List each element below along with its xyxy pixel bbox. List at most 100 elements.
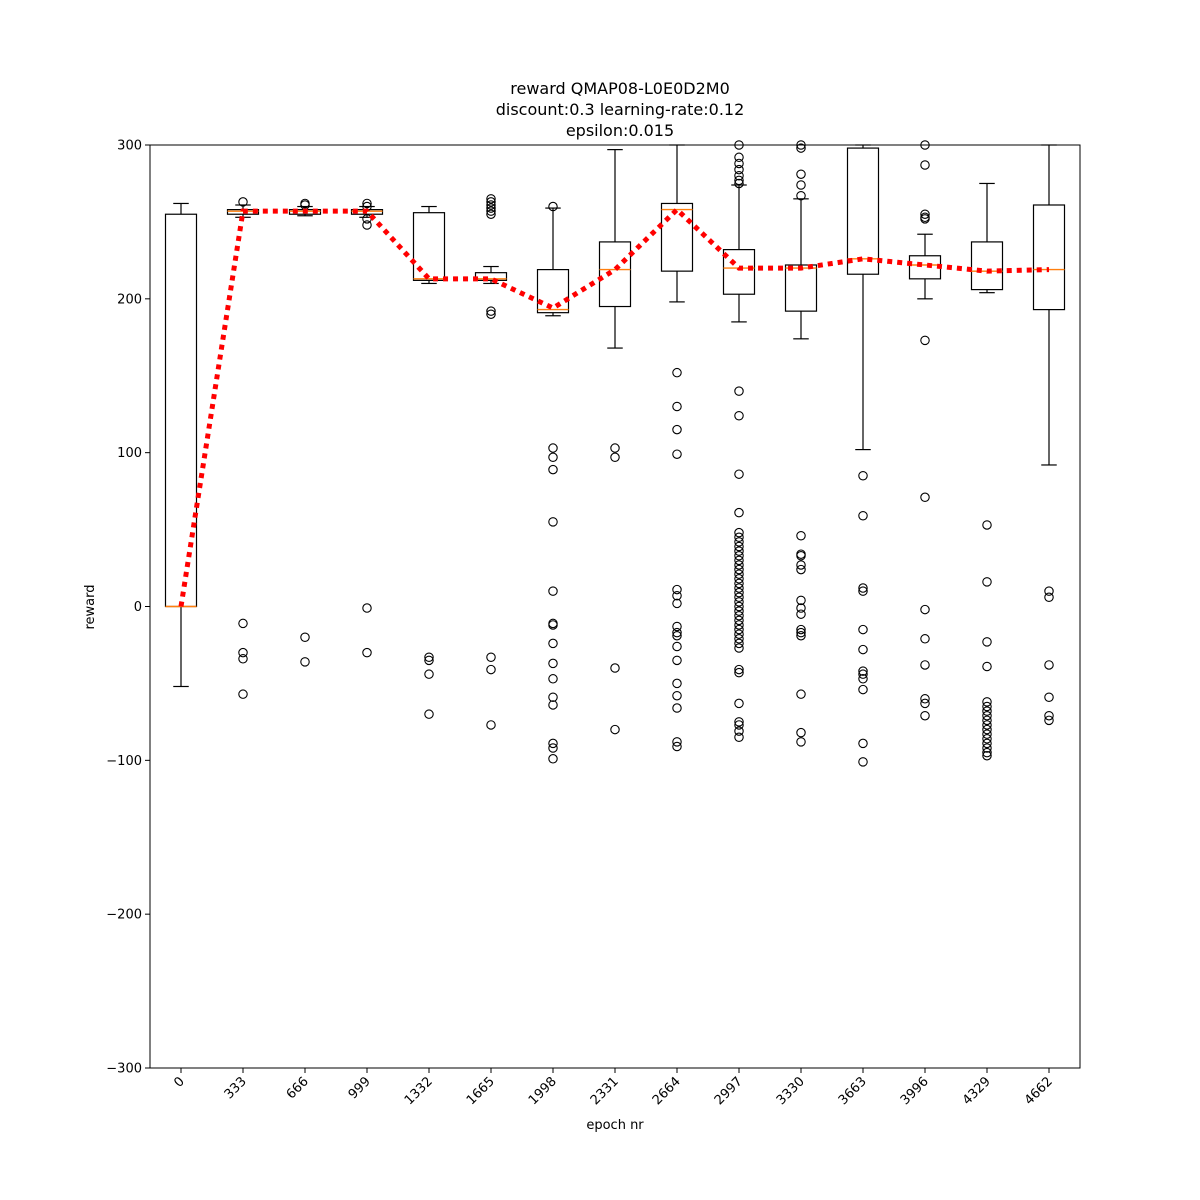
y-tick-label: 100 (117, 446, 142, 461)
y-tick-label: −300 (106, 1062, 142, 1077)
outlier-point (920, 604, 930, 615)
outlier-point (734, 629, 744, 639)
outlier-point (238, 197, 248, 207)
outlier-point (734, 541, 744, 552)
outlier-point (734, 537, 744, 547)
outlier-point (548, 692, 558, 703)
outlier-point (1044, 710, 1054, 721)
outlier-point (734, 564, 744, 575)
outlier-point (734, 732, 744, 743)
outlier-point (734, 171, 744, 181)
outlier-point (796, 609, 806, 619)
outlier-point (796, 169, 806, 179)
box-iqr (1032, 204, 1066, 311)
outlier-point (238, 654, 248, 664)
outlier-point (548, 464, 558, 475)
outlier-point (672, 598, 682, 609)
y-tick-label: 300 (117, 139, 142, 154)
box-iqr (598, 241, 632, 308)
outlier-point (238, 618, 248, 629)
outlier-point (734, 152, 744, 163)
outlier-point (734, 386, 744, 396)
outlier-point (982, 715, 992, 726)
box-group-4329 (970, 182, 1004, 761)
outlier-point (548, 620, 558, 630)
outlier-point (734, 643, 744, 653)
outlier-point (424, 709, 434, 719)
box-iqr (412, 212, 446, 281)
box-group-1332 (412, 205, 446, 719)
outlier-point (734, 720, 744, 730)
y-axis-label: reward (83, 584, 98, 629)
outlier-point (796, 564, 806, 575)
outlier-point (548, 674, 558, 684)
outlier-point (672, 627, 682, 638)
outlier-point (362, 603, 372, 613)
outlier-point (982, 710, 992, 721)
outlier-point (734, 592, 744, 603)
outlier-point (424, 669, 434, 679)
outlier-point (548, 700, 558, 710)
outlier-point (982, 734, 992, 744)
outlier-point (238, 689, 248, 699)
outlier-point (796, 191, 806, 201)
box-group-1998 (536, 201, 570, 764)
outlier-point (672, 641, 682, 652)
outlier-point (982, 577, 992, 587)
outlier-point (424, 655, 434, 666)
outlier-point (920, 160, 930, 170)
outlier-point (486, 200, 496, 210)
outlier-point (486, 306, 496, 316)
box-group-2997 (722, 140, 756, 743)
outlier-point (858, 669, 868, 679)
x-axis-label: epoch nr (586, 1118, 644, 1133)
outlier-point (796, 595, 806, 606)
outlier-point (672, 741, 682, 752)
outlier-point (920, 698, 930, 709)
outlier-point (982, 747, 992, 758)
y-tick-label: −100 (106, 754, 142, 769)
outlier-point (858, 470, 868, 481)
box-iqr (536, 269, 570, 314)
outlier-point (672, 621, 682, 632)
outlier-point (796, 737, 806, 747)
outlier-point (796, 624, 806, 635)
box-group-2331 (598, 149, 632, 735)
outlier-point (672, 401, 682, 412)
outlier-point (858, 684, 868, 695)
outlier-point (920, 209, 930, 219)
outlier-point (734, 178, 744, 189)
outlier-point (982, 729, 992, 739)
outlier-point (734, 620, 744, 630)
outlier-point (734, 698, 744, 709)
outlier-point (362, 198, 372, 209)
outlier-point (982, 701, 992, 712)
outlier-point (734, 610, 744, 621)
outlier-point (982, 750, 992, 761)
outlier-point (796, 689, 806, 699)
outlier-point (920, 710, 930, 721)
box-iqr (846, 147, 880, 275)
outlier-point (796, 727, 806, 738)
outlier-point (362, 647, 372, 658)
outlier-point (734, 410, 744, 421)
outlier-point (734, 583, 744, 593)
outlier-point (672, 424, 682, 435)
outlier-point (858, 624, 868, 635)
outlier-point (610, 452, 620, 463)
outlier-point (858, 510, 868, 521)
outlier-point (734, 664, 744, 675)
outlier-point (734, 555, 744, 566)
box-group-3330 (784, 140, 818, 747)
outlier-point (920, 660, 930, 670)
outlier-point (1044, 586, 1054, 596)
outlier-point (672, 690, 682, 701)
outlier-point (734, 615, 744, 626)
outlier-point (300, 657, 310, 667)
outlier-point (1044, 692, 1054, 703)
outlier-point (672, 630, 682, 641)
outlier-point (920, 492, 930, 503)
outlier-point (548, 443, 558, 453)
